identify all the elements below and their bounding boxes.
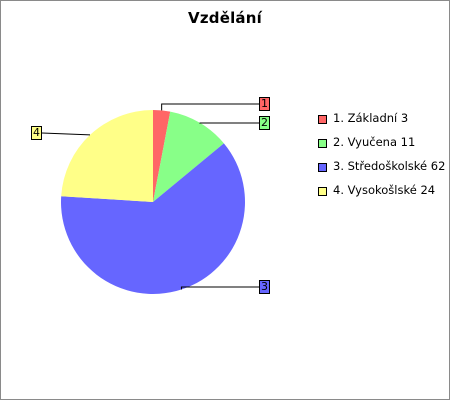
- legend-label-4: 4. Vysokošlské 24: [333, 183, 435, 197]
- legend-swatch-1: [318, 115, 327, 124]
- callout-label-2: 2: [261, 116, 268, 129]
- callout-box-2: 2: [259, 116, 270, 130]
- legend-swatch-2: [318, 139, 327, 148]
- leader-line-3: [181, 287, 259, 289]
- pie-slice-4: [61, 110, 153, 202]
- callout-label-4: 4: [33, 126, 40, 139]
- leader-line-1: [162, 104, 259, 110]
- callout-box-4: 4: [31, 126, 42, 140]
- leader-line-4: [42, 133, 90, 135]
- legend-label-1: 1. Základní 3: [333, 111, 408, 125]
- callout-label-3: 3: [261, 280, 268, 293]
- legend-label-2: 2. Vyučena 11: [333, 135, 415, 149]
- legend-swatch-3: [318, 163, 327, 172]
- legend-label-3: 3. Středoškolské 62: [333, 159, 445, 173]
- callout-box-1: 1: [259, 97, 270, 111]
- callout-box-3: 3: [259, 280, 270, 294]
- legend-swatch-4: [318, 187, 327, 196]
- callout-label-1: 1: [261, 97, 268, 110]
